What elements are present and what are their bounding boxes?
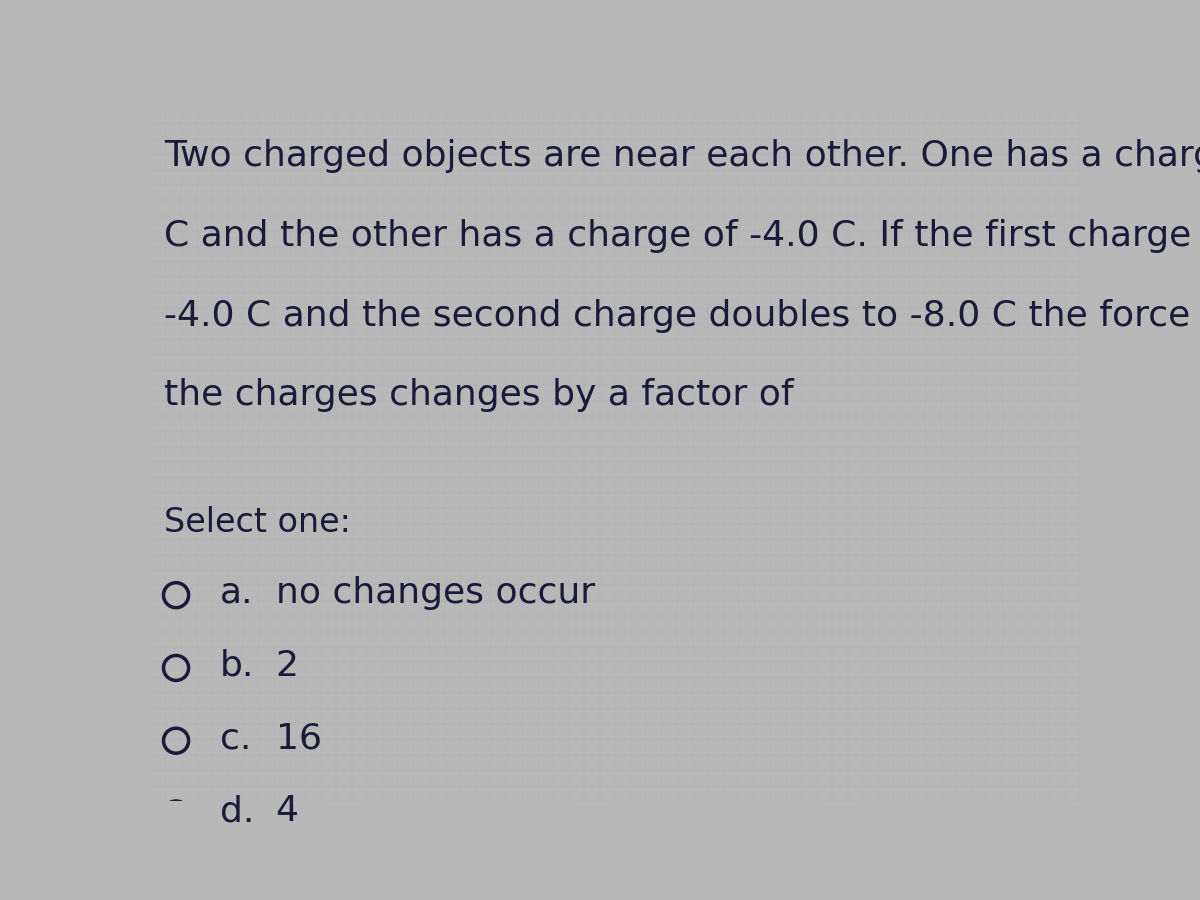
Text: 16: 16	[276, 721, 322, 755]
Text: b.: b.	[220, 649, 254, 682]
Text: 2: 2	[276, 649, 299, 682]
Text: d.: d.	[220, 794, 254, 828]
Text: the charges changes by a factor of: the charges changes by a factor of	[164, 378, 793, 412]
Text: no changes occur: no changes occur	[276, 576, 595, 610]
Text: Select one:: Select one:	[164, 507, 350, 539]
Text: a.: a.	[220, 576, 253, 610]
Text: 4: 4	[276, 794, 299, 828]
Text: Two charged objects are near each other. One has a charge of -2.0: Two charged objects are near each other.…	[164, 140, 1200, 173]
Text: C and the other has a charge of -4.0 C. If the first charge doubles to: C and the other has a charge of -4.0 C. …	[164, 219, 1200, 253]
Text: -4.0 C and the second charge doubles to -8.0 C the force between: -4.0 C and the second charge doubles to …	[164, 299, 1200, 333]
Text: c.: c.	[220, 721, 251, 755]
